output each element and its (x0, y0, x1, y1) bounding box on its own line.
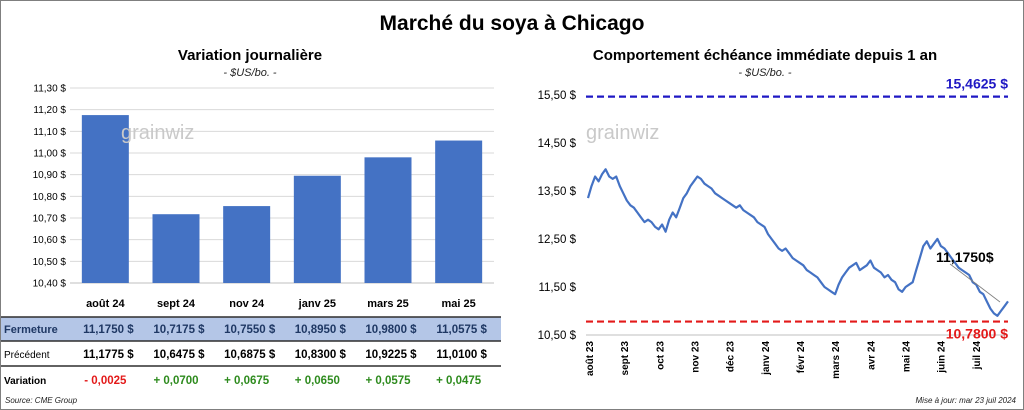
x-tick-label: mars 25 (367, 298, 409, 310)
table-cell: 11,0575 $ (436, 324, 487, 336)
table-cell: + 0,0675 (224, 375, 270, 387)
bar (293, 175, 341, 283)
y-tick-label: 11,10 $ (33, 127, 66, 138)
x-tick-label: nov 24 (229, 298, 265, 310)
table-cell: 10,7175 $ (153, 324, 205, 336)
table-cell: - 0,0025 (84, 375, 127, 387)
left-chart-subtitle: - $US/bo. - (223, 67, 277, 79)
daily-variation-chart: 10,40 $ 10,50 $ 10,60 $ 10,70 $ 10,80 $ 10,90… (1, 84, 501, 387)
table-cell: 10,6875 $ (224, 349, 276, 361)
table-row-label: Variation (4, 376, 46, 387)
table-cell: 10,9225 $ (365, 349, 417, 361)
table-cell: 11,1775 $ (83, 349, 134, 361)
x-tick-label: mai 25 (442, 298, 476, 310)
y-tick-label: 10,80 $ (33, 192, 67, 203)
right-chart-title: Comportement échéance immédiate depuis 1… (592, 47, 938, 64)
table-cell: 10,9800 $ (365, 324, 417, 336)
table-cell: + 0,0650 (295, 375, 340, 387)
table-cell: 10,6475 $ (153, 349, 205, 361)
table-cell: 10,7550 $ (224, 324, 276, 336)
table-cell: 10,8950 $ (295, 324, 347, 336)
y-tick-label: 10,60 $ (33, 235, 67, 246)
table-cell: 11,0100 $ (436, 349, 487, 361)
y-tick-label: 11,20 $ (33, 105, 66, 116)
left-chart-title: Variation journalière (177, 47, 323, 64)
table-cell: + 0,0475 (436, 375, 482, 387)
bar (81, 115, 129, 283)
table-highlight-row (1, 317, 501, 341)
y-tick-label: 11,30 $ (33, 84, 66, 95)
y-tick-label: 11,00 $ (33, 149, 66, 160)
page-title: Marché du soya à Chicago (379, 12, 645, 35)
y-tick-label: 10,50 $ (33, 257, 67, 268)
table-row-label: Précédent (4, 350, 50, 361)
bar (435, 140, 483, 283)
table-cell: + 0,0575 (365, 375, 411, 387)
y-tick-label: 10,40 $ (33, 279, 67, 290)
table-cell: 11,1750 $ (83, 324, 134, 336)
source-note: Source: CME Group (5, 396, 78, 405)
table-row-label: Fermeture (4, 324, 58, 336)
x-tick-label: janv 25 (298, 298, 336, 310)
update-date: Mise à jour: mar 23 juil 2024 (915, 396, 1017, 405)
y-tick-label: 10,90 $ (33, 170, 67, 181)
bar (152, 214, 200, 283)
table-cell: 10,8300 $ (295, 349, 347, 361)
y-tick-label: 10,70 $ (33, 214, 67, 225)
x-tick-label: sept 24 (157, 298, 196, 310)
right-chart-subtitle: - $US/bo. - (738, 67, 792, 79)
bar (223, 206, 271, 283)
x-tick-label: août 24 (86, 298, 125, 310)
table-cell: + 0,0700 (153, 375, 198, 387)
bar (364, 157, 412, 283)
watermark-logo: grainwiz (121, 122, 194, 144)
